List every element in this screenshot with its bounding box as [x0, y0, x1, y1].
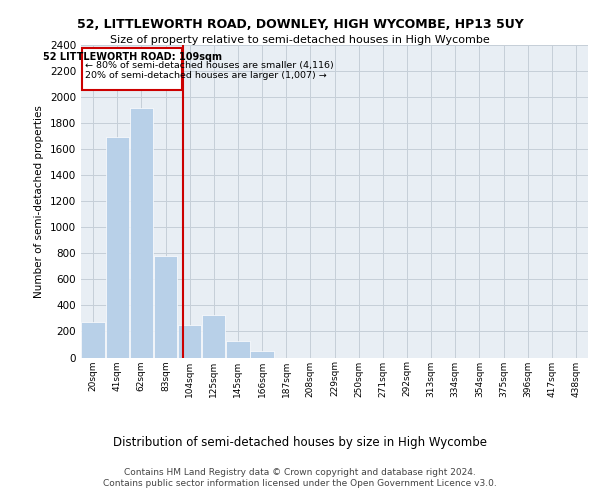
Text: Distribution of semi-detached houses by size in High Wycombe: Distribution of semi-detached houses by … [113, 436, 487, 449]
Text: 20% of semi-detached houses are larger (1,007) →: 20% of semi-detached houses are larger (… [85, 71, 326, 80]
Bar [106, 138, 129, 358]
Text: 52, LITTLEWORTH ROAD, DOWNLEY, HIGH WYCOMBE, HP13 5UY: 52, LITTLEWORTH ROAD, DOWNLEY, HIGH WYCO… [77, 18, 523, 30]
Bar [82, 48, 182, 90]
Text: ← 80% of semi-detached houses are smaller (4,116): ← 80% of semi-detached houses are smalle… [85, 62, 334, 70]
Text: Size of property relative to semi-detached houses in High Wycombe: Size of property relative to semi-detach… [110, 35, 490, 45]
Bar [130, 108, 153, 358]
Y-axis label: Number of semi-detached properties: Number of semi-detached properties [34, 105, 44, 298]
Bar [82, 322, 105, 358]
Bar [178, 325, 202, 358]
Bar [154, 256, 177, 358]
Bar [250, 351, 274, 358]
Bar [202, 314, 226, 358]
Text: Contains HM Land Registry data © Crown copyright and database right 2024.
Contai: Contains HM Land Registry data © Crown c… [103, 468, 497, 487]
Text: 52 LITTLEWORTH ROAD: 109sqm: 52 LITTLEWORTH ROAD: 109sqm [43, 52, 221, 62]
Bar [226, 340, 250, 357]
